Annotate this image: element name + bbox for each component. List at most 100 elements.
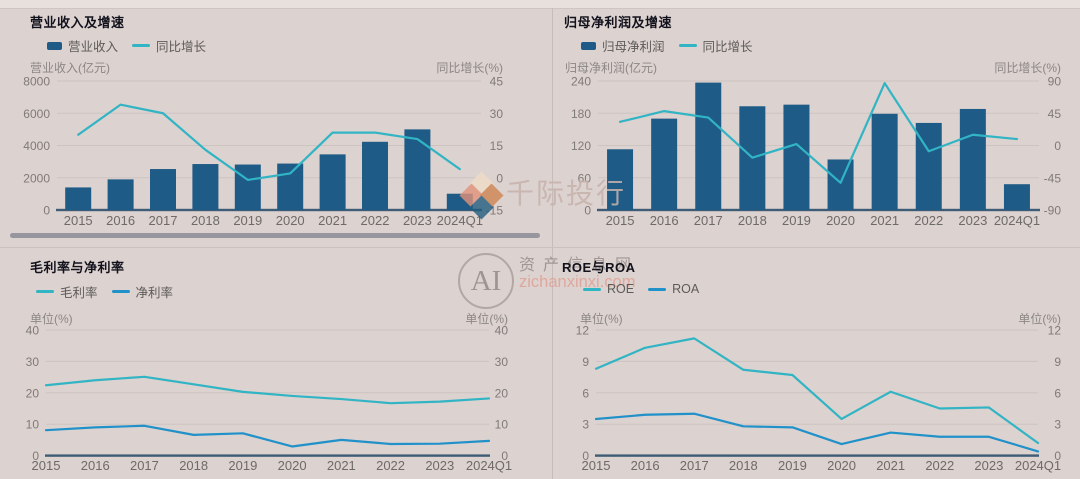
legend-bar-swatch xyxy=(47,41,62,50)
legend-item-roa[interactable]: ROA xyxy=(648,282,699,296)
svg-text:60: 60 xyxy=(578,171,592,185)
svg-text:2015: 2015 xyxy=(606,213,635,228)
svg-text:9: 9 xyxy=(1054,355,1061,369)
svg-text:2016: 2016 xyxy=(631,458,660,473)
svg-text:2019: 2019 xyxy=(233,213,262,228)
svg-text:90: 90 xyxy=(1048,75,1062,89)
svg-text:2018: 2018 xyxy=(738,213,767,228)
svg-text:45: 45 xyxy=(1048,107,1062,121)
legend-line-swatch xyxy=(36,290,54,293)
svg-text:0: 0 xyxy=(1054,139,1061,153)
svg-text:2023: 2023 xyxy=(403,213,432,228)
svg-text:2024Q1: 2024Q1 xyxy=(466,458,512,473)
panel-divider-vertical xyxy=(552,8,553,479)
svg-text:2023: 2023 xyxy=(425,458,454,473)
svg-text:2017: 2017 xyxy=(680,458,709,473)
svg-text:2018: 2018 xyxy=(179,458,208,473)
svg-text:20: 20 xyxy=(26,386,40,400)
legend-revenue: 营业收入 同比增长 xyxy=(47,36,206,55)
horizontal-scrollbar[interactable] xyxy=(10,233,540,238)
svg-text:2020: 2020 xyxy=(826,213,855,228)
svg-text:8000: 8000 xyxy=(23,75,50,89)
legend-label: 同比增长 xyxy=(702,40,753,54)
legend-margins: 毛利率 净利率 xyxy=(36,282,173,301)
svg-text:0: 0 xyxy=(32,449,39,463)
svg-text:2022: 2022 xyxy=(925,458,954,473)
svg-text:20: 20 xyxy=(495,386,509,400)
legend-item-yoy-growth[interactable]: 同比增长 xyxy=(678,36,753,55)
svg-text:6000: 6000 xyxy=(23,107,50,121)
legend-item-net-margin[interactable]: 净利率 xyxy=(111,282,173,301)
svg-text:4000: 4000 xyxy=(23,139,50,153)
svg-text:9: 9 xyxy=(582,355,589,369)
svg-text:2015: 2015 xyxy=(582,458,611,473)
legend-roe-roa: ROE ROA xyxy=(583,282,699,296)
svg-text:2022: 2022 xyxy=(376,458,405,473)
svg-text:2017: 2017 xyxy=(149,213,178,228)
left-axis-unit: 单位(%) xyxy=(580,312,623,326)
svg-text:2000: 2000 xyxy=(23,171,50,185)
svg-text:-90: -90 xyxy=(1044,204,1062,218)
svg-text:2016: 2016 xyxy=(81,458,110,473)
svg-text:2021: 2021 xyxy=(870,213,899,228)
legend-line-swatch xyxy=(648,287,667,291)
svg-text:2021: 2021 xyxy=(318,213,347,228)
svg-text:6: 6 xyxy=(582,386,589,400)
svg-text:2015: 2015 xyxy=(32,458,61,473)
svg-text:-15: -15 xyxy=(486,204,504,218)
netprofit-growth-chart: 240 90 180 45 120 0 60 -45 0 -90 2015 2016 2017 2018 2… xyxy=(571,75,1062,229)
svg-text:2018: 2018 xyxy=(729,458,758,473)
legend-line-swatch xyxy=(583,287,601,291)
svg-text:2017: 2017 xyxy=(694,213,723,228)
svg-text:120: 120 xyxy=(571,139,591,153)
svg-text:2019: 2019 xyxy=(782,213,811,228)
svg-text:3: 3 xyxy=(582,418,589,432)
legend-line-swatch xyxy=(111,290,130,293)
right-axis-unit: 同比增长(%) xyxy=(994,61,1061,75)
chart-title-roe-roa: ROE与ROA xyxy=(562,260,636,275)
svg-text:15: 15 xyxy=(490,139,504,153)
svg-text:3: 3 xyxy=(1054,418,1061,432)
legend-label: 营业收入 xyxy=(68,40,119,54)
legend-label: ROE xyxy=(607,282,635,296)
legend-line-swatch xyxy=(678,44,697,47)
legend-bar-swatch xyxy=(581,41,596,50)
svg-text:2024Q1: 2024Q1 xyxy=(1015,458,1061,473)
legend-item-revenue[interactable]: 营业收入 xyxy=(47,36,118,55)
svg-text:10: 10 xyxy=(26,418,40,432)
svg-text:240: 240 xyxy=(571,75,591,89)
svg-text:40: 40 xyxy=(26,324,40,338)
svg-text:0: 0 xyxy=(1054,449,1061,463)
svg-text:0: 0 xyxy=(584,204,591,218)
left-axis-unit: 单位(%) xyxy=(30,312,73,326)
svg-text:180: 180 xyxy=(571,107,591,121)
svg-text:2024Q1: 2024Q1 xyxy=(994,213,1040,228)
svg-text:0: 0 xyxy=(43,204,50,218)
legend-label: 同比增长 xyxy=(156,40,207,54)
legend-line-swatch xyxy=(132,44,151,47)
legend-item-yoy-growth[interactable]: 同比增长 xyxy=(132,36,206,55)
svg-text:2019: 2019 xyxy=(228,458,257,473)
panel-netprofit-growth: 归母净利润及增速 归母净利润 同比增长 归母净利润(亿元) 同比增长(%) 24… xyxy=(540,8,1080,247)
left-axis-unit: 营业收入(亿元) xyxy=(30,61,110,75)
svg-text:2015: 2015 xyxy=(64,213,93,228)
right-axis-unit: 同比增长(%) xyxy=(436,61,503,75)
top-strip xyxy=(0,0,1080,9)
svg-text:45: 45 xyxy=(490,75,504,89)
left-axis-unit: 归母净利润(亿元) xyxy=(565,61,657,75)
svg-text:2020: 2020 xyxy=(278,458,307,473)
legend-item-roe[interactable]: ROE xyxy=(583,282,634,296)
legend-item-netprofit[interactable]: 归母净利润 xyxy=(581,36,665,55)
svg-text:2021: 2021 xyxy=(876,458,905,473)
svg-text:2019: 2019 xyxy=(778,458,807,473)
svg-text:2020: 2020 xyxy=(827,458,856,473)
legend-item-gross-margin[interactable]: 毛利率 xyxy=(36,282,98,301)
panel-revenue-growth: 营业收入及增速 营业收入 同比增长 营业收入(亿元) 同比增长(%) 8000 4… xyxy=(0,8,540,247)
svg-text:2023: 2023 xyxy=(974,458,1003,473)
svg-text:30: 30 xyxy=(26,355,40,369)
svg-text:2023: 2023 xyxy=(958,213,987,228)
svg-text:12: 12 xyxy=(1048,324,1062,338)
svg-text:2016: 2016 xyxy=(106,213,135,228)
